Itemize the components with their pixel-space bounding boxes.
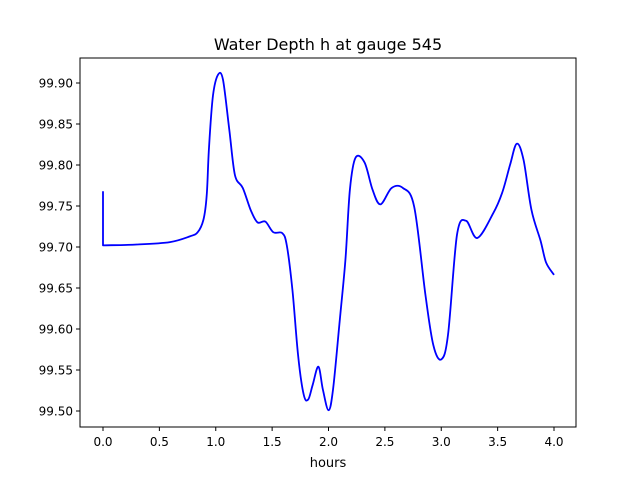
- chart-title: Water Depth h at gauge 545: [214, 35, 442, 54]
- x-tick-label: 3.5: [488, 435, 507, 449]
- x-tick-label: 2.0: [319, 435, 338, 449]
- y-tick-label: 99.75: [39, 200, 73, 214]
- y-tick-label: 99.80: [39, 159, 73, 173]
- x-axis: 0.0 0.5 1.0 1.5 2.0 2.5 3.0 3.5 4.0: [93, 427, 564, 449]
- x-tick-label: 3.0: [432, 435, 451, 449]
- series-line-h: [102, 71, 555, 412]
- y-tick-label: 99.70: [39, 241, 73, 255]
- y-axis: 99.50 99.55 99.60 99.65 99.70 99.75 99.80 99.85…: [39, 77, 80, 419]
- y-tick-label: 99.85: [39, 118, 73, 132]
- x-tick-label: 0.0: [93, 435, 112, 449]
- y-tick-label: 99.50: [39, 405, 73, 419]
- x-tick-label: 2.5: [375, 435, 394, 449]
- y-tick-label: 99.55: [39, 364, 73, 378]
- x-tick-label: 4.0: [544, 435, 563, 449]
- y-tick-label: 99.60: [39, 323, 73, 337]
- y-tick-label: 99.65: [39, 282, 73, 296]
- x-tick-label: 1.5: [263, 435, 282, 449]
- plot-area: [102, 71, 555, 412]
- axes-frame: [79, 57, 577, 428]
- y-tick-label: 99.90: [39, 77, 73, 91]
- x-axis-label: hours: [310, 456, 347, 471]
- x-tick-label: 1.0: [206, 435, 225, 449]
- x-tick-label: 0.5: [150, 435, 169, 449]
